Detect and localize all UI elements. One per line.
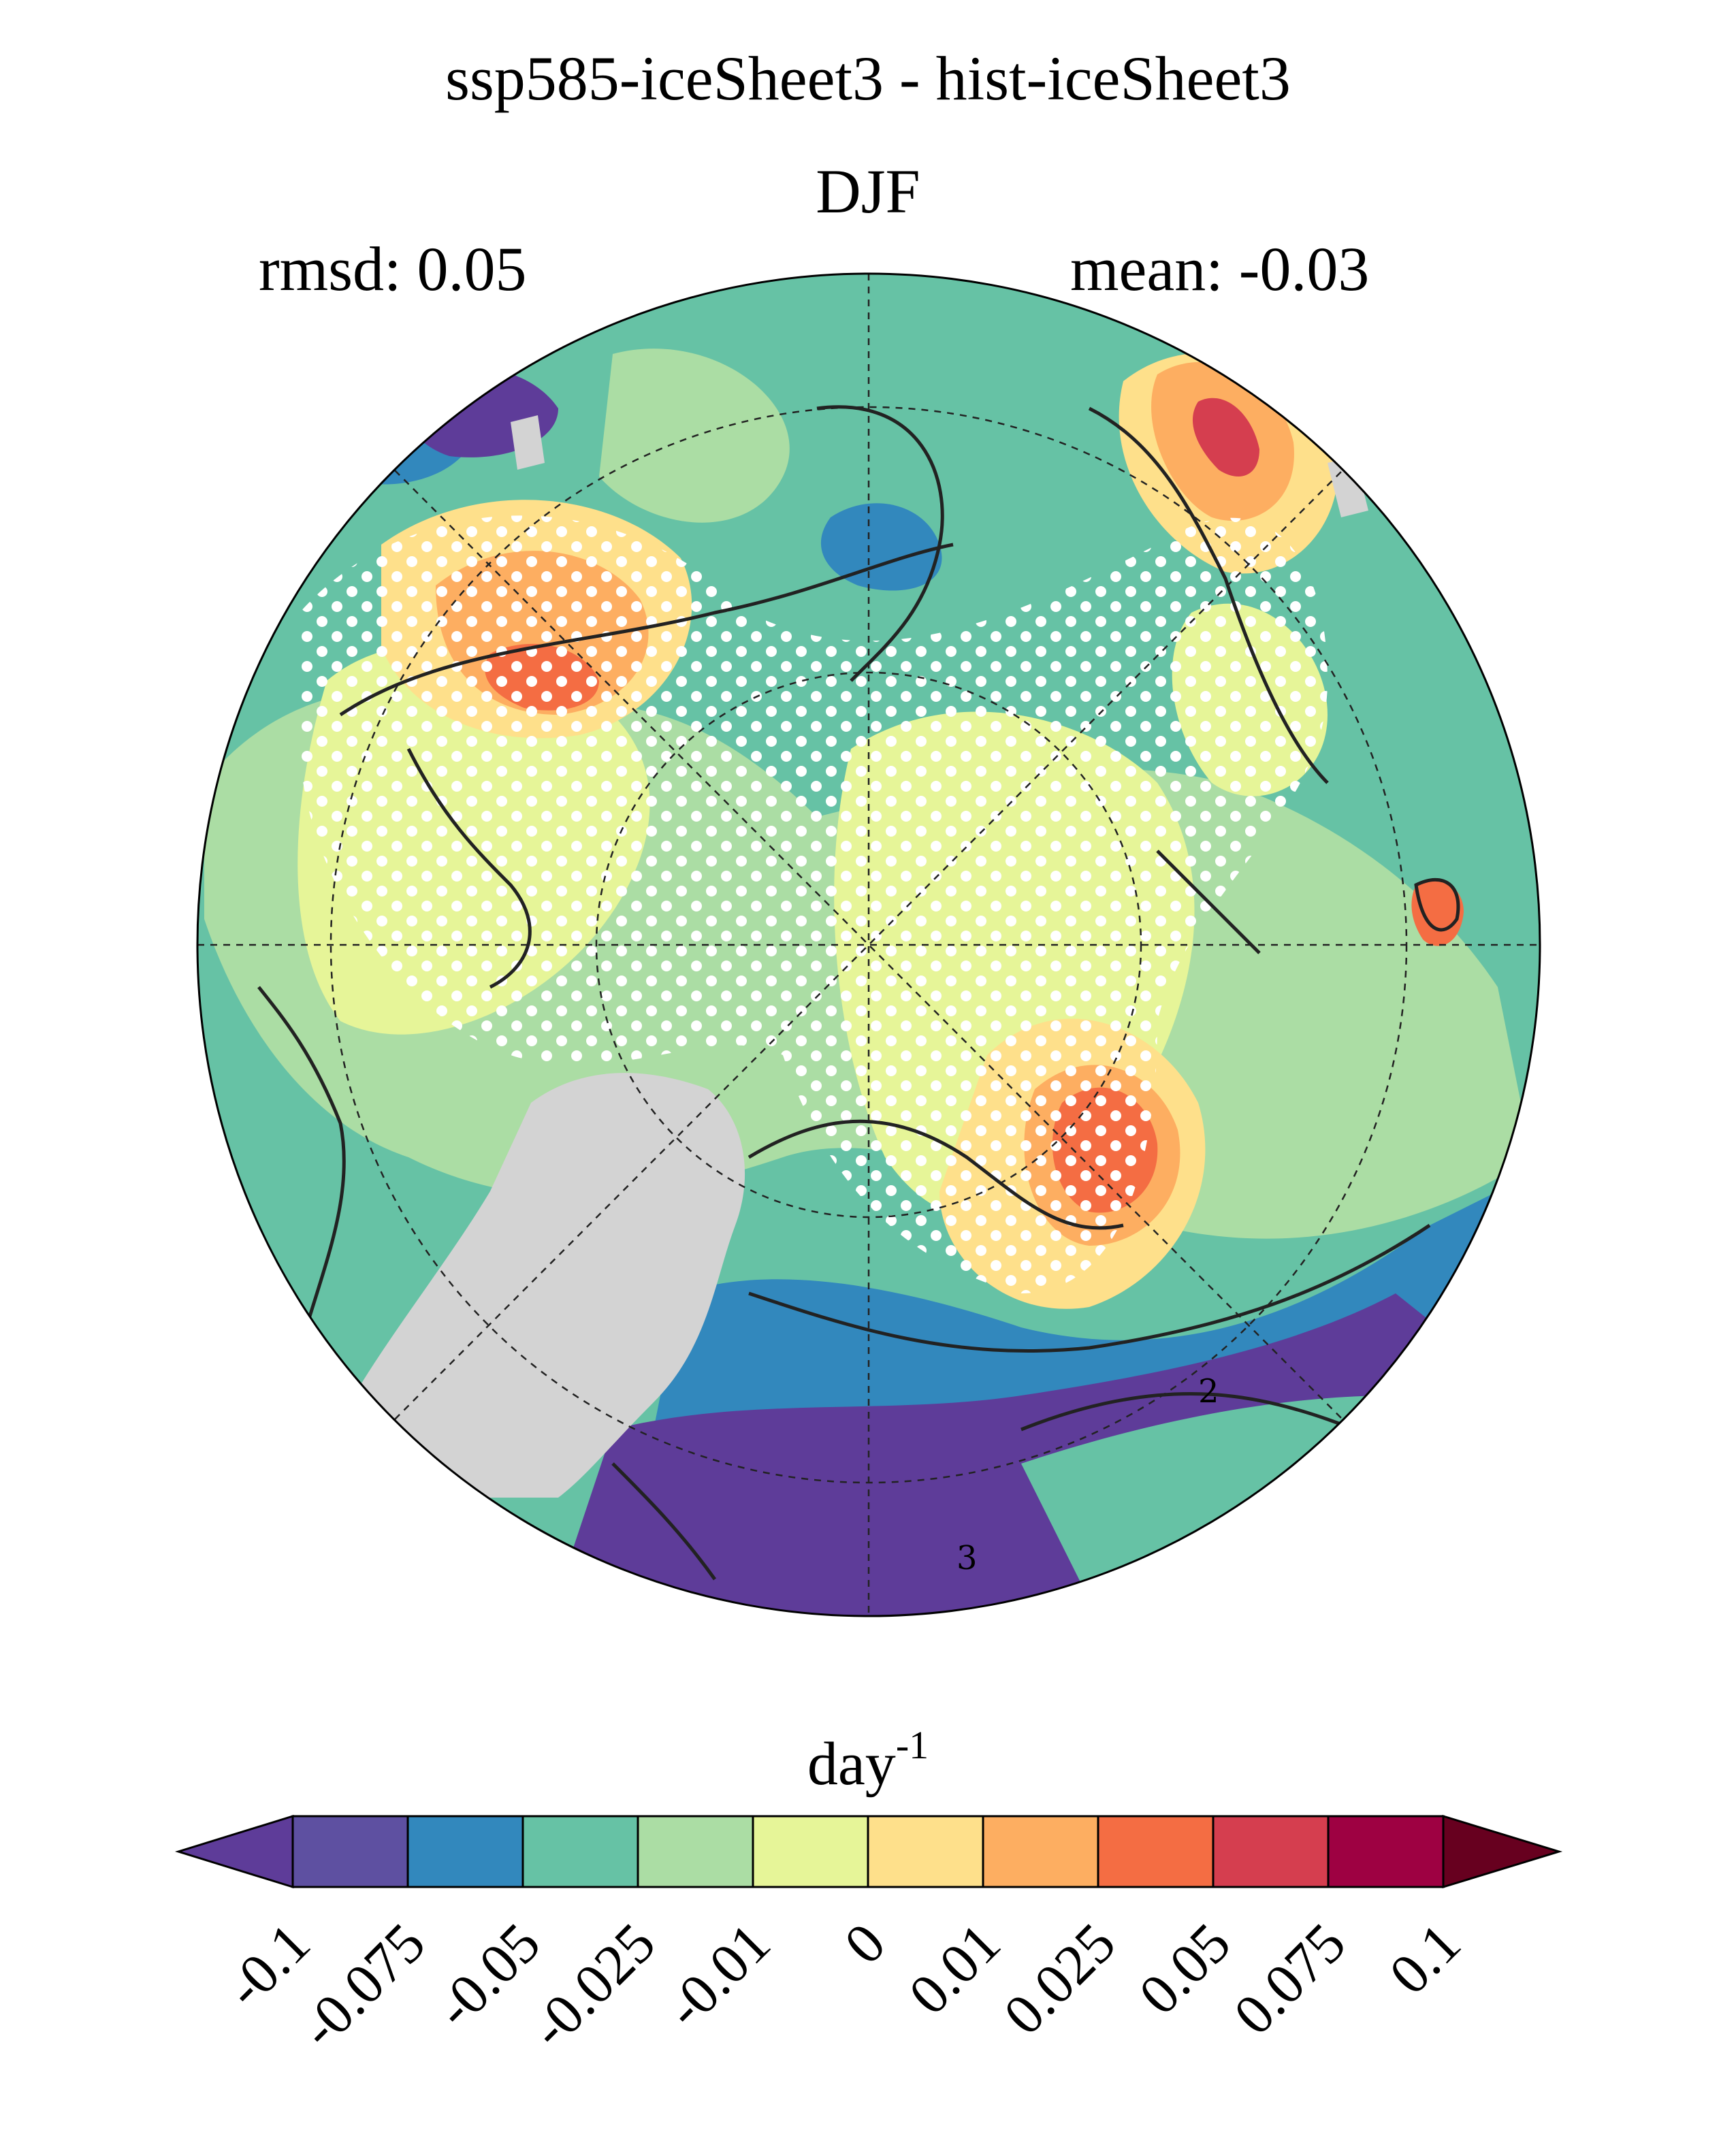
field-blue [820, 503, 942, 591]
colorbar-box [406, 1815, 524, 1888]
colorbar-tick-label: 0.05 [1127, 1911, 1243, 2027]
map-boundary [196, 272, 1541, 1617]
colorbar-tick-label: 0 [833, 1911, 897, 1976]
colorbar-tick-label: -0.025 [518, 1911, 667, 2061]
colorbar-box [1212, 1815, 1330, 1888]
land-mask-small [511, 415, 545, 470]
colorbar-box [291, 1815, 409, 1888]
colorbar-tick-label: 0.075 [1222, 1911, 1357, 2047]
stippling [300, 515, 1328, 1294]
polar-map: 2 3 [196, 272, 1541, 1617]
colorbar-box [752, 1815, 869, 1888]
plot-title: ssp585-iceSheet3 - hist-iceSheet3 [445, 44, 1291, 113]
colorbar-tick-label: 0.1 [1377, 1911, 1473, 2007]
mean-label: mean: -0.03 [1070, 234, 1370, 304]
field-red-orange-3 [1411, 880, 1464, 946]
colorbar-tick-label: -0.075 [288, 1911, 437, 2061]
land-mask-greenland [354, 1073, 745, 1498]
colorbar-extend-high [1442, 1814, 1563, 1889]
colorbar-box [982, 1815, 1099, 1888]
field-red [1192, 398, 1259, 477]
colorbar-box [1327, 1815, 1445, 1888]
colorbar-box [867, 1815, 984, 1888]
colorbar-box [521, 1815, 639, 1888]
colorbar-tick-label: -0.01 [654, 1911, 782, 2040]
colorbar-tick-label: 0.025 [992, 1911, 1127, 2047]
contour-label-3: 3 [957, 1539, 978, 1577]
colorbar-units: day-1 [807, 1723, 929, 1798]
colorbar-box [1097, 1815, 1215, 1888]
contour-lines [257, 405, 1460, 1581]
rmsd-label: rmsd: 0.05 [259, 234, 527, 304]
colorbar-tick-label: 0.01 [897, 1911, 1013, 2027]
colorbar-box [637, 1815, 754, 1888]
season-label: DJF [816, 157, 920, 226]
graticule [197, 274, 1540, 1616]
contour-label-2: 2 [1198, 1372, 1219, 1410]
colorbar-extend-low [174, 1814, 294, 1889]
